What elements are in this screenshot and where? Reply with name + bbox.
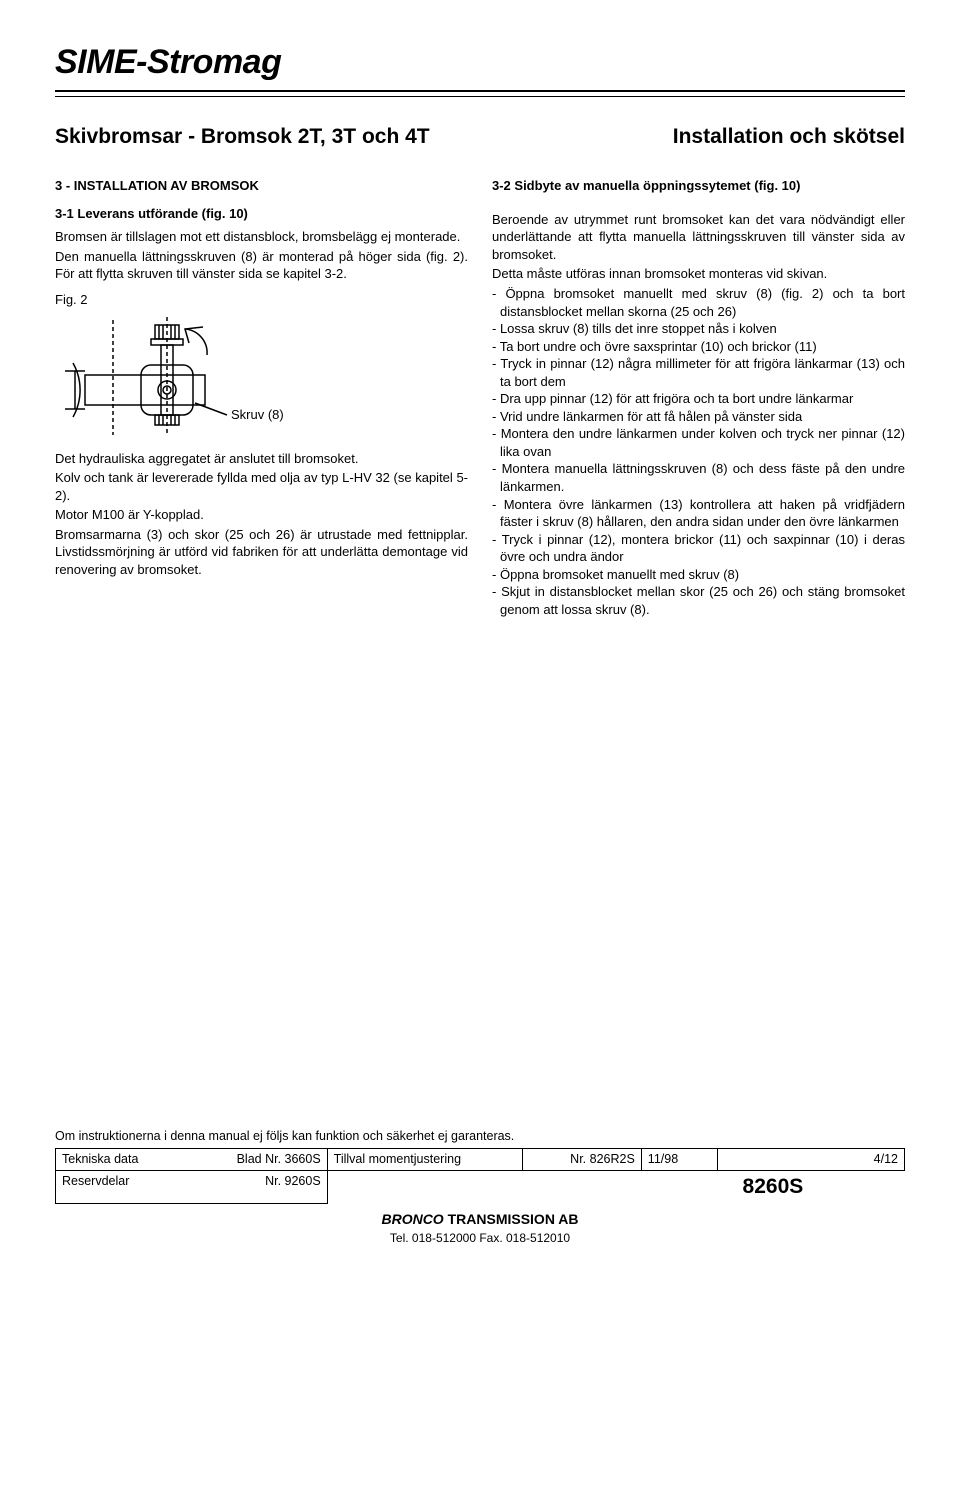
footer-big-code: 8260S (641, 1171, 904, 1204)
ft-r1c2: Tillval momentjustering (327, 1149, 522, 1171)
page-title-left: Skivbromsar - Bromsok 2T, 3T och 4T (55, 123, 430, 151)
steps-list: Öppna bromsoket manuellt med skruv (8) (… (492, 285, 905, 618)
step-10: Tryck i pinnar (12), montera brickor (11… (492, 531, 905, 566)
step-9: Montera övre länkarmen (13) kontrollera … (492, 496, 905, 531)
step-12: Skjut in distansblocket mellan skor (25 … (492, 583, 905, 618)
step-4: Tryck in pinnar (12) några millimeter fö… (492, 355, 905, 390)
figure-2-drawing: Skruv (8) (55, 315, 305, 440)
step-3: Ta bort undre och övre saxsprintar (10) … (492, 338, 905, 356)
column-right: 3-2 Sidbyte av manuella öppningssytemet … (492, 177, 905, 618)
column-left: 3 - INSTALLATION AV BROMSOK 3-1 Leverans… (55, 177, 468, 618)
para-l4: Kolv och tank är levererade fyllda med o… (55, 469, 468, 504)
heading-leverans: 3-1 Leverans utförande (fig. 10) (55, 205, 468, 223)
ft-r1c1a: Tekniska data (62, 1151, 138, 1168)
step-5: Dra upp pinnar (12) för att frigöra och … (492, 390, 905, 408)
company-block: BRONCO TRANSMISSION AB Tel. 018-512000 F… (55, 1210, 905, 1246)
para-r1: Beroende av utrymmet runt bromsoket kan … (492, 211, 905, 264)
heading-sidbyte: 3-2 Sidbyte av manuella öppningssytemet … (492, 177, 905, 195)
para-l3: Det hydrauliska aggregatet är anslutet t… (55, 450, 468, 468)
figure-2-callout: Skruv (8) (231, 407, 284, 422)
rule-top-2 (55, 96, 905, 97)
step-8: Montera manuella lättningsskruven (8) oc… (492, 460, 905, 495)
ft-r1c4: 11/98 (641, 1149, 717, 1171)
step-6: Vrid undre länkarmen för att få hålen på… (492, 408, 905, 426)
ft-r1c3: Nr. 826R2S (522, 1149, 641, 1171)
brand-logo: SIME-Stromag (55, 40, 905, 86)
step-2: Lossa skruv (8) tills det inre stoppet n… (492, 320, 905, 338)
step-1: Öppna bromsoket manuellt med skruv (8) (… (492, 285, 905, 320)
footer: Om instruktionerna i denna manual ej föl… (55, 1128, 905, 1246)
para-r2: Detta måste utföras innan bromsoket mont… (492, 265, 905, 283)
ft-r2c1b: Nr. 9260S (265, 1173, 321, 1190)
para-l5: Motor M100 är Y-kopplad. (55, 506, 468, 524)
footer-table: Tekniska data Blad Nr. 3660S Tillval mom… (55, 1148, 905, 1204)
step-7: Montera den undre länkarmen under kolven… (492, 425, 905, 460)
para-l1: Bromsen är tillslagen mot ett distansblo… (55, 228, 468, 246)
company-name: BRONCO (381, 1211, 443, 1227)
step-11: Öppna bromsoket manuellt med skruv (8) (492, 566, 905, 584)
figure-2-label: Fig. 2 (55, 291, 468, 309)
content-columns: 3 - INSTALLATION AV BROMSOK 3-1 Leverans… (55, 177, 905, 618)
para-l6: Bromsarmarna (3) och skor (25 och 26) är… (55, 526, 468, 579)
ft-r2c1a: Reservdelar (62, 1173, 129, 1190)
company-tel: Tel. 018-512000 Fax. 018-512010 (55, 1230, 905, 1246)
page-title-row: Skivbromsar - Bromsok 2T, 3T och 4T Inst… (55, 123, 905, 151)
figure-2: Fig. 2 (55, 291, 468, 440)
para-l2: Den manuella lättningsskruven (8) är mon… (55, 248, 468, 283)
footer-note: Om instruktionerna i denna manual ej föl… (55, 1128, 905, 1145)
ft-r1c5: 4/12 (718, 1149, 905, 1171)
heading-install: 3 - INSTALLATION AV BROMSOK (55, 177, 468, 195)
page-title-right: Installation och skötsel (673, 123, 905, 151)
ft-r1c1b: Blad Nr. 3660S (237, 1151, 321, 1168)
company-rest: TRANSMISSION AB (444, 1211, 579, 1227)
